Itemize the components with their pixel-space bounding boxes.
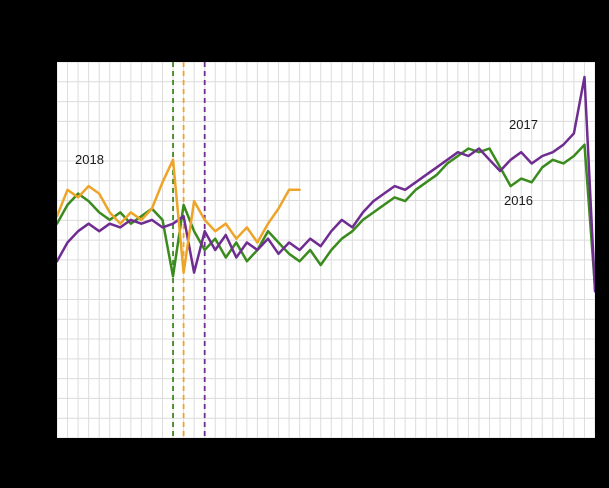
chart-layers <box>57 62 595 438</box>
series-label-2018: 2018 <box>75 152 104 167</box>
series-line-2016 <box>57 143 595 289</box>
chart-annotations: 2018 2017 2016 <box>75 117 538 208</box>
plot-area: 2018 2017 2016 <box>57 62 595 438</box>
series-label-2017: 2017 <box>509 117 538 132</box>
series-label-2016: 2016 <box>504 193 533 208</box>
series-line-2017 <box>57 75 595 293</box>
line-chart: 2018 2017 2016 <box>57 62 595 438</box>
series-line-2018 <box>57 158 301 274</box>
